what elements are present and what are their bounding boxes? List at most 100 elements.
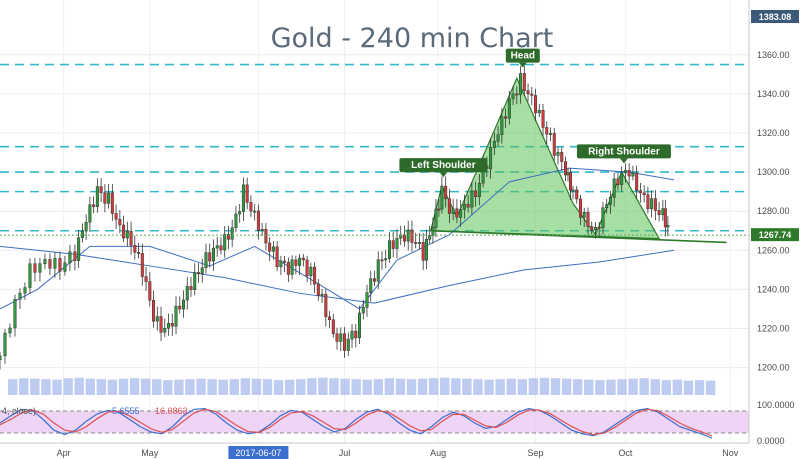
candle-body <box>33 263 37 273</box>
candle-body <box>638 190 642 194</box>
candle-body <box>234 213 238 228</box>
candle-body <box>500 116 504 135</box>
candle-body <box>204 252 208 269</box>
candle-body <box>414 242 418 244</box>
candle-body <box>167 323 171 329</box>
candle-body <box>556 152 560 156</box>
candle-body <box>0 355 2 361</box>
annotation-box <box>576 144 671 159</box>
candle-body <box>437 208 441 211</box>
candle-body <box>316 283 320 296</box>
candle-body <box>80 230 84 239</box>
candle-body <box>571 189 575 192</box>
candle-body <box>301 257 305 261</box>
x-tick-label: Oct <box>618 448 633 458</box>
volume-bar <box>262 379 273 395</box>
candle-body <box>447 198 451 214</box>
candle-body <box>110 192 114 214</box>
volume-bar <box>52 379 62 395</box>
price-tag-last: 1267.74 <box>751 228 799 242</box>
candle-body <box>77 237 81 261</box>
candle-body <box>196 272 200 274</box>
candle-body <box>496 134 500 142</box>
candle-body <box>515 93 519 96</box>
candle-body <box>313 266 317 285</box>
volume-bar <box>174 379 184 395</box>
candle-body <box>230 227 234 240</box>
volume-bar <box>207 379 217 395</box>
volume-bar <box>506 378 516 395</box>
candle-body <box>13 298 17 329</box>
x-tick-label: Aug <box>430 448 446 458</box>
candle-body <box>616 178 620 186</box>
candle-body <box>103 192 107 204</box>
candle-body <box>462 203 466 210</box>
oscillator-k-line <box>0 407 713 439</box>
volume-bar <box>8 379 18 395</box>
volume-bar <box>340 378 350 395</box>
x-tick-label: 2017-06-07 <box>235 448 281 458</box>
volume-bar <box>628 378 638 395</box>
candle-body <box>290 259 294 275</box>
candle-body <box>241 184 245 212</box>
volume-bar <box>694 380 705 395</box>
annotation-box <box>399 158 488 173</box>
candle-body <box>245 184 249 203</box>
candle-body <box>125 230 129 239</box>
candle-body <box>661 208 665 216</box>
oscillator-tick-label: 100.0000 <box>757 400 795 410</box>
y-tick-label: 1360.00 <box>757 50 790 60</box>
candle-body <box>663 208 667 228</box>
volume-bar <box>19 378 29 395</box>
candle-body <box>58 258 62 272</box>
candle-body <box>114 213 118 220</box>
y-tick-label: 1200.00 <box>757 363 790 373</box>
annotation-pointer <box>439 172 448 178</box>
candle-body <box>8 327 12 334</box>
candle-body <box>118 219 122 226</box>
candle-body <box>376 259 380 282</box>
x-tick-label: May <box>141 448 159 458</box>
candle-body <box>268 242 272 252</box>
volume-bar <box>484 379 494 395</box>
candle-body <box>346 338 350 351</box>
candle-body <box>256 210 260 231</box>
annotation-pointer <box>518 62 527 68</box>
candle-body <box>178 305 182 310</box>
candle-body <box>545 127 549 135</box>
candle-body <box>601 207 605 229</box>
neckline <box>430 229 727 244</box>
candle-body <box>451 208 455 214</box>
volume-bar <box>351 379 361 395</box>
y-tick-label: 1260.00 <box>757 245 790 255</box>
candle-body <box>410 229 414 243</box>
x-tick-label: Jul <box>339 448 351 458</box>
candle-body <box>174 305 178 327</box>
annotation-box <box>505 48 540 63</box>
candle-body <box>605 204 609 209</box>
candle-body <box>43 259 47 264</box>
candle-body <box>28 263 32 288</box>
candle-body <box>137 252 141 254</box>
candlesticks <box>0 65 670 370</box>
candle-body <box>417 242 421 244</box>
candle-body <box>88 204 92 223</box>
volume-bar <box>561 378 572 395</box>
candle-body <box>279 260 283 268</box>
moving-average-line <box>0 167 675 310</box>
volume-bar <box>273 380 284 395</box>
volume-bar <box>595 380 605 395</box>
candle-body <box>402 234 406 242</box>
candle-body <box>193 272 197 290</box>
candle-body <box>373 278 376 282</box>
moving-averages <box>0 167 675 310</box>
candle-body <box>294 259 298 266</box>
candle-body <box>350 330 354 340</box>
volume-bar <box>650 379 660 395</box>
annotation-label: Head <box>511 51 535 62</box>
candle-body <box>309 266 313 277</box>
chart-title: Gold - 240 min Chart <box>271 23 554 54</box>
candle-body <box>95 186 99 207</box>
candle-body <box>215 245 219 249</box>
